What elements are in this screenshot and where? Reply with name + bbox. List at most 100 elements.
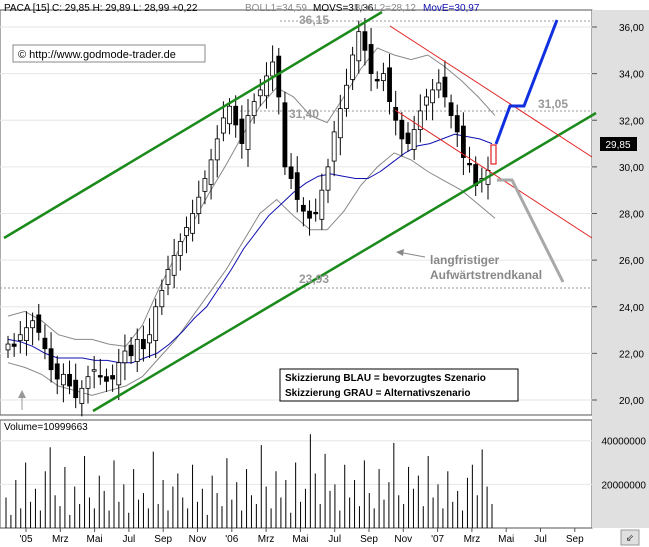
time-tick-label: Jul xyxy=(123,534,136,545)
candle-body xyxy=(337,108,343,139)
candle-body xyxy=(270,61,276,77)
candle-body xyxy=(344,84,349,109)
arrow-icon: ⇙ xyxy=(626,533,634,544)
time-tick-label: Sep xyxy=(566,534,584,545)
candle-body xyxy=(424,96,429,106)
candle-body xyxy=(399,119,405,140)
candle-body xyxy=(430,89,436,104)
candle-body xyxy=(307,210,312,219)
candle-body xyxy=(177,241,183,256)
candle-body xyxy=(313,211,319,215)
candle-body xyxy=(319,189,325,220)
price-tick-label: 22,00 xyxy=(619,349,644,360)
time-tick-label: '06 xyxy=(225,534,238,545)
candle-body xyxy=(128,344,134,357)
candle-body xyxy=(116,362,122,386)
header-ticker: PACA [15] xyxy=(4,3,50,14)
time-tick-label: Sep xyxy=(154,534,172,545)
candle-body xyxy=(104,376,109,382)
price-tick-label: 28,00 xyxy=(619,210,644,221)
candle-body xyxy=(73,379,79,399)
annotation-line2: Aufwärtstrendkanal xyxy=(430,268,542,282)
candle-body xyxy=(393,107,399,121)
candle-body xyxy=(411,129,417,150)
candle-body xyxy=(467,162,472,166)
price-axis: 36,00 34,00 32,00 30,00 28,00 26,00 24,00 22,00… xyxy=(592,23,644,407)
header-movs: MOVS=31,36 xyxy=(313,3,374,14)
candles xyxy=(5,17,491,417)
candle-body xyxy=(190,213,196,234)
watermark-box xyxy=(12,44,206,63)
candle-body xyxy=(387,67,392,102)
candle-body xyxy=(110,375,116,380)
high-level-label: 36,15 xyxy=(299,13,329,27)
candle-body xyxy=(368,44,374,75)
candle-body xyxy=(233,105,239,126)
candle-body xyxy=(202,178,208,192)
candle-body xyxy=(300,204,306,212)
downtrend-upper-line xyxy=(389,25,593,158)
corner-button[interactable] xyxy=(620,529,640,546)
candle-body xyxy=(325,166,331,191)
volume-title: Volume=10999663 xyxy=(4,422,88,433)
time-tick-label: '07 xyxy=(431,534,444,545)
time-tick-label: Mai xyxy=(498,534,514,545)
candle-body xyxy=(227,105,232,125)
candle-body xyxy=(165,269,171,286)
candle-body xyxy=(79,387,85,404)
time-tick-label: Mrz xyxy=(464,534,481,545)
price-tick-label: 30,00 xyxy=(619,163,644,174)
price-tick-label: 36,00 xyxy=(619,23,644,34)
candle-body xyxy=(374,79,380,82)
candle-body xyxy=(36,314,42,333)
candle-body xyxy=(214,138,220,161)
candle-body xyxy=(134,338,140,362)
last-price-value: 29,85 xyxy=(605,140,630,151)
price-tick-label: 26,00 xyxy=(619,256,644,267)
time-tick-label: Mai xyxy=(87,534,103,545)
candle-body xyxy=(30,320,36,329)
target-level-label: 31,05 xyxy=(538,97,568,111)
axis-panel xyxy=(592,10,649,528)
scenario-gray-path xyxy=(497,178,565,283)
candle-body xyxy=(454,115,460,133)
candle-body xyxy=(405,132,411,144)
candle-body xyxy=(460,125,466,158)
candle-body xyxy=(17,334,23,341)
candle-body xyxy=(220,117,226,134)
candle-body xyxy=(257,89,263,97)
price-tick-label: 24,00 xyxy=(619,303,644,314)
volume-tick-label: 40000000 xyxy=(602,437,647,448)
candle-body xyxy=(239,118,245,144)
bottom-arrowhead xyxy=(18,390,26,398)
candle-body xyxy=(42,337,48,350)
header-move: MovE=30,97 xyxy=(423,3,480,14)
volume-tick-label: 20000000 xyxy=(602,480,647,491)
candle-body xyxy=(159,290,165,308)
time-tick-label: Mai xyxy=(292,534,308,545)
bollinger-lower xyxy=(7,152,496,396)
time-tick-label: Nov xyxy=(394,534,412,545)
price-tick-label: 20,00 xyxy=(619,396,644,407)
header-boll2: BOLL2=28,12 xyxy=(354,3,416,14)
legend-box xyxy=(279,368,519,402)
price-tick-label: 32,00 xyxy=(619,116,644,127)
candle-body xyxy=(288,166,294,179)
time-tick-label: Jul xyxy=(534,534,547,545)
time-tick-label: Nov xyxy=(189,534,207,545)
candle-body xyxy=(153,306,159,341)
annotation-line1: langfristiger xyxy=(430,253,500,267)
candle-body xyxy=(24,327,29,341)
bollinger-upper xyxy=(7,47,496,347)
header-ohlc: C: 29,85 H: 29,89 L: 28,99 +0,22 xyxy=(52,3,198,14)
header-boll1: BOLL1=34,59 xyxy=(245,3,307,14)
price-tick-label: 34,00 xyxy=(619,70,644,81)
candle-body xyxy=(11,343,17,347)
time-tick-label: Sep xyxy=(360,534,378,545)
downtrend-lower-line xyxy=(394,109,593,239)
channel-lower-line xyxy=(92,111,597,413)
time-tick-label: '05 xyxy=(19,534,32,545)
low-level-label: 23,93 xyxy=(299,272,329,286)
channel-upper-line xyxy=(3,10,383,240)
